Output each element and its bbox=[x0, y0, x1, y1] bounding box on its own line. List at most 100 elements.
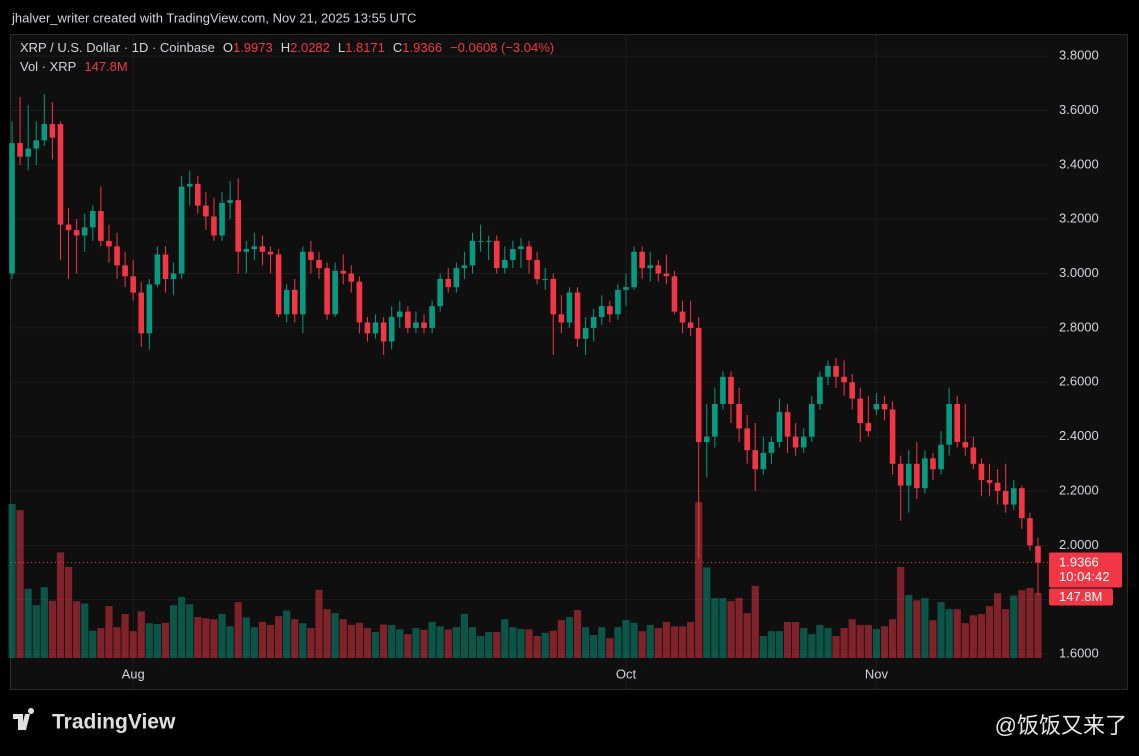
volume-bar bbox=[549, 630, 557, 658]
change: −0.0608 (−3.04%) bbox=[450, 40, 554, 55]
candle-body bbox=[598, 306, 605, 318]
candle-body bbox=[65, 224, 72, 231]
volume-bar bbox=[436, 626, 444, 658]
candle-body bbox=[316, 259, 322, 269]
volume-title: Vol · XRP bbox=[20, 59, 76, 74]
candle-body bbox=[566, 292, 573, 323]
volume-bar bbox=[630, 622, 638, 658]
candle-body bbox=[283, 289, 290, 315]
candle-body bbox=[534, 259, 540, 279]
candle-body bbox=[332, 270, 338, 315]
symbol-title: XRP / U.S. Dollar · 1D · Coinbase bbox=[20, 40, 215, 55]
volume-bar bbox=[186, 604, 194, 658]
volume-bar bbox=[848, 619, 856, 658]
logo: TradingView bbox=[13, 708, 176, 734]
y-tick-label: 2.2000 bbox=[1059, 482, 1099, 497]
candle-body bbox=[970, 447, 977, 464]
candle-body bbox=[251, 246, 258, 250]
candle-body bbox=[130, 276, 136, 293]
volume-pane bbox=[8, 502, 1042, 658]
volume-bar bbox=[808, 634, 816, 658]
candle-body bbox=[865, 423, 872, 432]
volume-value: 147.8M bbox=[84, 59, 127, 74]
candle-body bbox=[267, 251, 274, 255]
watermark: @饭饭又来了 bbox=[995, 713, 1127, 738]
candle-body bbox=[1010, 488, 1017, 505]
candle-body bbox=[889, 409, 896, 464]
chart-frame bbox=[10, 34, 1128, 690]
volume-bar bbox=[194, 617, 202, 658]
candle-body bbox=[631, 251, 637, 288]
candle-body bbox=[881, 403, 888, 410]
candle-body bbox=[122, 265, 128, 277]
volume-box bbox=[1049, 588, 1113, 606]
candle-body bbox=[938, 444, 944, 470]
volume-bar bbox=[178, 596, 186, 658]
volume-bar bbox=[16, 510, 24, 658]
price-axis: 1.60001.80002.00002.20002.40002.60002.80… bbox=[122, 48, 1122, 681]
y-tick-label: 1.6000 bbox=[1059, 645, 1099, 660]
candle-body bbox=[922, 458, 928, 489]
candle-body bbox=[57, 124, 64, 225]
volume-bar bbox=[969, 615, 977, 658]
volume-bar bbox=[501, 619, 509, 658]
volume-bar bbox=[8, 504, 16, 658]
volume-bar bbox=[347, 625, 355, 658]
candle-body bbox=[33, 140, 40, 149]
volume-bar bbox=[719, 598, 727, 658]
volume-bar bbox=[565, 617, 574, 658]
volume-bar bbox=[73, 601, 81, 658]
candle-body bbox=[17, 143, 23, 157]
volume-bar bbox=[509, 627, 517, 658]
volume-bar bbox=[420, 629, 428, 658]
volume-bar bbox=[953, 609, 961, 658]
candle-body bbox=[73, 230, 80, 236]
candle-body bbox=[679, 311, 686, 323]
volume-bar bbox=[800, 628, 808, 658]
ohlc-key: O bbox=[223, 40, 233, 55]
volume-bar bbox=[218, 614, 226, 658]
candle-body bbox=[1002, 490, 1009, 505]
ohlc-key: L bbox=[338, 40, 345, 55]
candle-body bbox=[364, 322, 371, 334]
volume-bar bbox=[380, 624, 388, 658]
candle-body bbox=[582, 327, 589, 339]
volume-bar bbox=[1010, 595, 1018, 658]
candle-body bbox=[170, 273, 177, 279]
candle-body bbox=[98, 211, 104, 241]
volume-bar bbox=[872, 628, 881, 658]
volume-bar bbox=[581, 627, 590, 658]
candle-body bbox=[833, 365, 839, 377]
candle-body bbox=[396, 311, 403, 318]
volume-bar bbox=[452, 627, 460, 658]
volume-bar bbox=[468, 627, 477, 658]
candle-body bbox=[590, 317, 597, 328]
candle-body bbox=[760, 452, 767, 470]
candle-body bbox=[558, 314, 565, 323]
volume-bar bbox=[493, 632, 501, 658]
volume-bar bbox=[161, 622, 170, 658]
candle-body bbox=[502, 259, 508, 269]
candle-body bbox=[219, 202, 225, 236]
ohlc-key: C bbox=[393, 40, 402, 55]
volume-bar bbox=[404, 634, 412, 658]
volume-bar bbox=[81, 603, 89, 658]
candle-body bbox=[405, 311, 411, 328]
volume-bar bbox=[929, 620, 937, 658]
volume-bar bbox=[654, 628, 662, 658]
volume-bar bbox=[1034, 592, 1042, 658]
x-tick-label: Nov bbox=[865, 666, 889, 681]
candle-body bbox=[243, 249, 250, 252]
candle-body bbox=[89, 211, 96, 228]
volume-bar bbox=[40, 587, 48, 658]
volume-bar bbox=[945, 609, 953, 658]
volume-bar bbox=[444, 629, 452, 658]
candle-body bbox=[388, 317, 395, 342]
volume-bar bbox=[711, 598, 719, 658]
candle-body bbox=[235, 200, 242, 252]
ohlc-key: H bbox=[281, 40, 290, 55]
volume-bar bbox=[89, 630, 97, 658]
volume-bar bbox=[56, 552, 65, 658]
candle-body bbox=[413, 322, 419, 328]
candle-body bbox=[106, 240, 112, 247]
